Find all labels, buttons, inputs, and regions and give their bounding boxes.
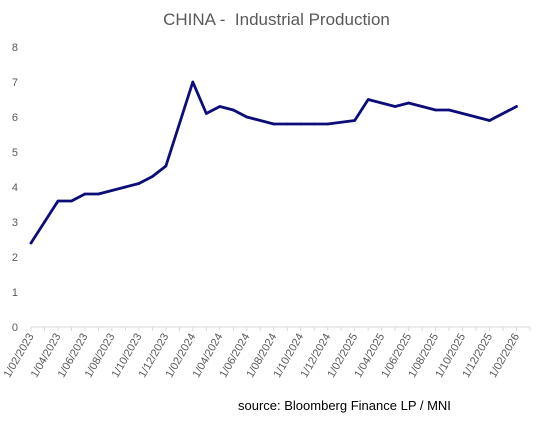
- data-point: [353, 119, 357, 122]
- data-point: [285, 122, 289, 126]
- data-point: [232, 108, 235, 112]
- y-tick-label: 2: [12, 252, 18, 264]
- y-tick-label: 3: [12, 217, 18, 229]
- series-line: [29, 80, 518, 245]
- data-point: [164, 164, 168, 168]
- data-point: [205, 112, 208, 115]
- data-point: [380, 101, 383, 105]
- data-point: [474, 115, 478, 119]
- data-point: [366, 98, 370, 101]
- data-point: [326, 122, 330, 126]
- data-point: [488, 119, 491, 122]
- data-point: [218, 105, 222, 108]
- data-point: [70, 199, 73, 203]
- y-tick-label: 1: [12, 287, 18, 299]
- data-point: [312, 122, 316, 126]
- data-point: [447, 108, 451, 112]
- data-point: [56, 199, 60, 203]
- y-tick-label: 0: [12, 322, 18, 334]
- data-point: [515, 105, 518, 108]
- y-tick-label: 8: [12, 42, 18, 54]
- y-tick-label: 6: [12, 112, 18, 124]
- y-tick-label: 5: [12, 147, 18, 159]
- chart-title: CHINA - Industrial Production: [163, 10, 390, 29]
- data-point: [29, 241, 33, 245]
- data-point: [110, 189, 114, 192]
- data-point: [97, 192, 100, 196]
- data-point: [124, 185, 127, 189]
- y-tick-label: 7: [12, 77, 18, 89]
- data-point: [245, 115, 249, 119]
- data-point: [393, 105, 397, 108]
- data-point: [299, 122, 303, 126]
- data-point: [272, 122, 276, 126]
- data-point: [151, 175, 154, 178]
- data-point: [434, 108, 437, 112]
- data-point: [420, 105, 424, 108]
- data-point: [259, 119, 262, 122]
- data-point: [461, 112, 464, 115]
- data-point: [83, 192, 87, 196]
- data-point: [43, 220, 46, 224]
- chart-source: source: Bloomberg Finance LP / MNI: [238, 398, 451, 413]
- data-point: [137, 182, 141, 185]
- y-tick-label: 4: [12, 182, 18, 194]
- data-point: [191, 80, 195, 84]
- data-point: [407, 101, 410, 105]
